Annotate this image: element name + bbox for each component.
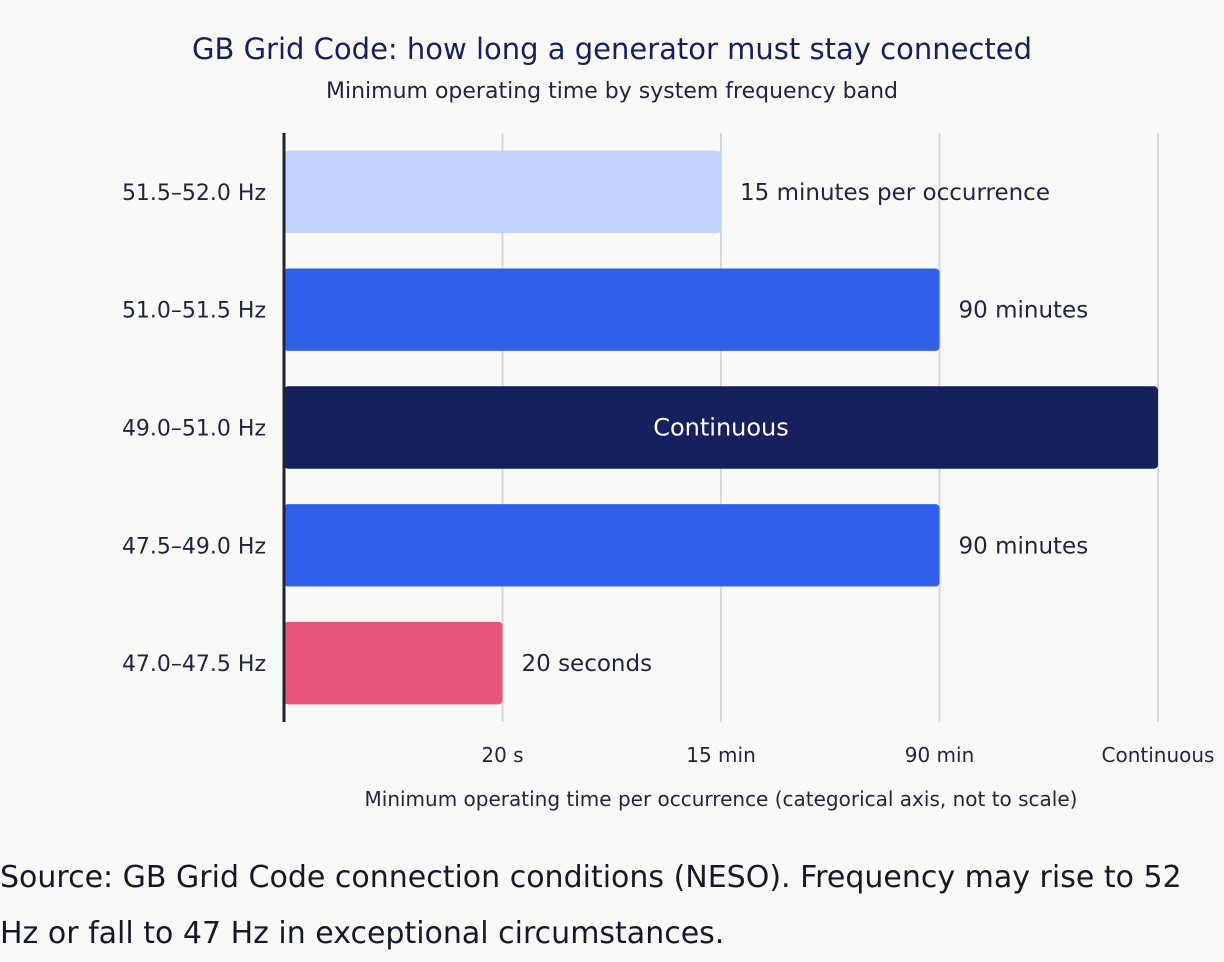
category-labels: 51.5–52.0 Hz 51.0–51.5 Hz 49.0–51.0 Hz 47.5…: [122, 181, 266, 677]
x-axis-label: Minimum operating time per occurrence (c…: [365, 787, 1078, 811]
x-tick-label: 20 s: [481, 743, 523, 767]
category-label: 51.0–51.5 Hz: [122, 299, 266, 324]
value-label: Continuous: [653, 414, 789, 442]
bar: [284, 386, 1158, 469]
source-note: Source: GB Grid Code connection conditio…: [0, 860, 1182, 951]
bar: [284, 268, 940, 351]
value-label: 90 minutes: [959, 533, 1089, 559]
category-label: 47.0–47.5 Hz: [122, 652, 266, 677]
chart-title: GB Grid Code: how long a generator must …: [192, 32, 1032, 66]
value-labels: 15 minutes per occurrence 90 minutes Conti…: [522, 180, 1089, 677]
bars: [284, 150, 1158, 705]
category-label: 49.0–51.0 Hz: [122, 417, 266, 442]
bar-chart: GB Grid Code: how long a generator must …: [122, 32, 1215, 811]
x-tick-label: 15 min: [686, 743, 756, 767]
x-tick-label: 90 min: [905, 743, 975, 767]
value-label: 20 seconds: [522, 651, 653, 677]
chart-subtitle: Minimum operating time by system frequen…: [326, 79, 898, 104]
value-label: 90 minutes: [959, 298, 1089, 324]
category-label: 51.5–52.0 Hz: [122, 181, 266, 206]
bar: [284, 621, 503, 705]
x-tick-labels: 20 s 15 min 90 min Continuous: [481, 743, 1214, 767]
bar: [284, 150, 721, 234]
x-tick-label: Continuous: [1102, 743, 1215, 767]
value-label: 15 minutes per occurrence: [740, 180, 1050, 206]
bar: [284, 504, 940, 587]
category-label: 47.5–49.0 Hz: [122, 534, 266, 559]
